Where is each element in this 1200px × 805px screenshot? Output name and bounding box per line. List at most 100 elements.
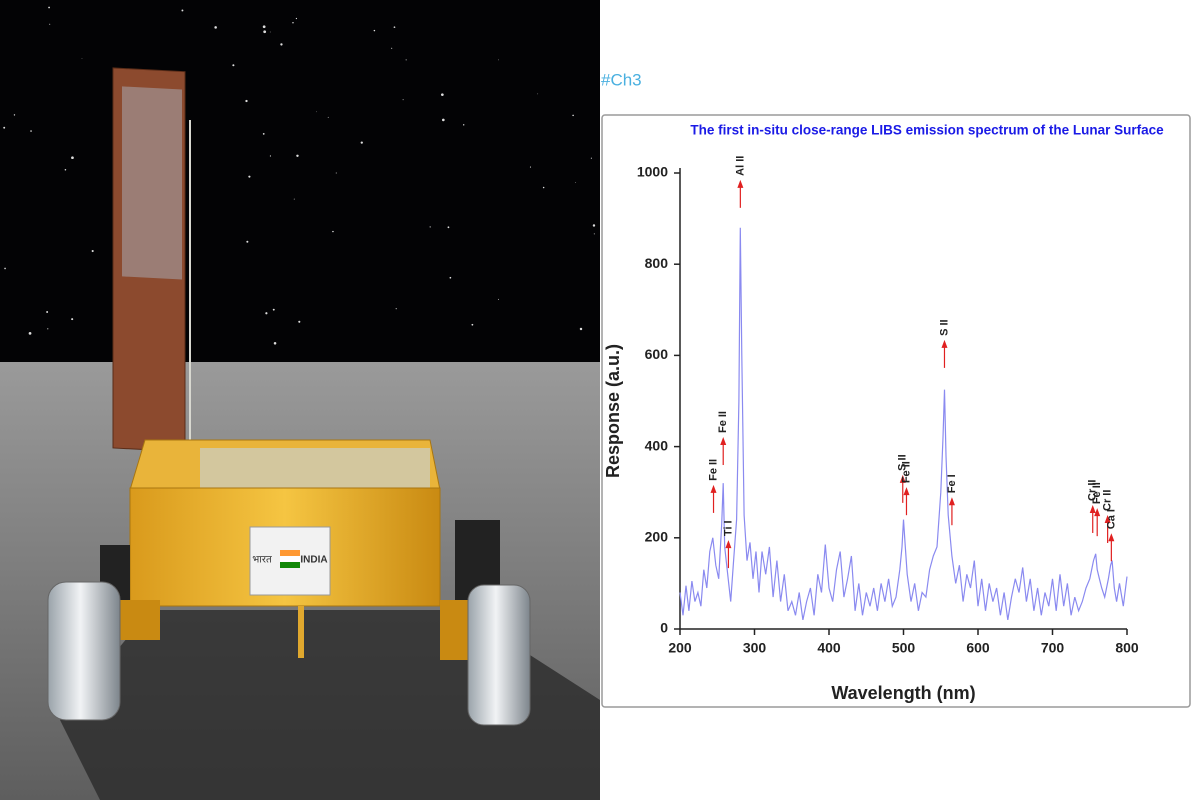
star — [295, 17, 298, 20]
annotation-arrowhead — [941, 339, 948, 348]
x-tick-label: 400 — [817, 640, 841, 656]
star — [542, 186, 545, 189]
star — [440, 93, 444, 97]
front-wheel-right — [467, 584, 531, 726]
star — [441, 118, 445, 122]
star — [497, 59, 499, 61]
annotation-label: Fe I — [946, 474, 958, 493]
star — [71, 156, 74, 160]
annotation-arrowhead — [948, 497, 955, 506]
star — [13, 114, 16, 116]
star — [537, 93, 539, 95]
chart-title: The first in-situ close-range LIBS emiss… — [690, 123, 1164, 138]
x-tick-label: 700 — [1041, 640, 1065, 656]
star — [269, 155, 272, 157]
front-wheel-left — [47, 581, 121, 721]
star — [263, 30, 267, 34]
star — [292, 22, 294, 24]
sky — [0, 0, 600, 365]
star — [64, 168, 67, 171]
annotation-arrowhead — [1104, 515, 1111, 523]
flag-green — [280, 562, 300, 568]
star — [48, 6, 50, 9]
x-axis-label: Wavelength (nm) — [831, 683, 975, 703]
spectrum-line — [679, 227, 1128, 621]
annotation-label: Fe II — [707, 459, 719, 481]
flag-white — [280, 556, 300, 562]
star — [265, 312, 268, 315]
y-tick-label: 0 — [660, 620, 668, 636]
y-tick-label: 800 — [645, 255, 669, 271]
star — [273, 342, 277, 345]
star — [449, 276, 452, 279]
flag-saffron — [280, 550, 300, 556]
star — [332, 230, 334, 233]
caption: #Ch3 — [601, 70, 642, 89]
rover-photo: भारत INDIA — [0, 0, 600, 800]
star — [405, 59, 407, 61]
star — [28, 332, 32, 335]
star — [529, 166, 532, 168]
star — [316, 111, 317, 113]
star — [590, 157, 592, 159]
star — [4, 267, 6, 270]
star — [47, 328, 49, 330]
star — [447, 226, 450, 229]
annotation-label: Ca I — [1105, 509, 1117, 529]
annotation-label: Ti I — [722, 520, 734, 536]
y-tick-label: 1000 — [637, 164, 668, 180]
star — [429, 226, 431, 228]
star — [575, 182, 577, 183]
star — [592, 224, 596, 227]
star — [327, 116, 329, 118]
star — [91, 249, 94, 253]
star — [71, 318, 74, 321]
star — [572, 114, 574, 117]
star — [393, 26, 396, 29]
x-tick-label: 800 — [1115, 640, 1139, 656]
annotation-label: Cr II — [1087, 480, 1099, 501]
star — [593, 233, 595, 235]
y-tick-label: 400 — [645, 437, 669, 453]
annotation-arrowhead — [1089, 504, 1096, 513]
annotation-arrowhead — [903, 487, 910, 496]
star — [373, 29, 376, 32]
annotation-label: S II — [897, 454, 909, 471]
y-tick-label: 600 — [645, 346, 669, 362]
star — [248, 175, 251, 178]
star — [30, 130, 32, 132]
annotation-arrowhead — [1108, 533, 1115, 542]
deck-plate — [200, 448, 430, 488]
leg — [298, 606, 304, 658]
y-axis-label: Response (a.u.) — [603, 344, 623, 478]
star — [262, 133, 265, 135]
annotation-label: Fe II — [900, 461, 912, 483]
annotation-label: S II — [938, 319, 950, 336]
x-tick-label: 500 — [892, 640, 916, 656]
star — [471, 323, 474, 326]
chart: The first in-situ close-range LIBS emiss… — [603, 123, 1164, 703]
x-tick-label: 300 — [743, 640, 767, 656]
star — [262, 25, 266, 29]
annotation-arrowhead — [737, 179, 744, 188]
star — [463, 124, 465, 126]
star — [214, 26, 217, 29]
solar-cells — [122, 86, 182, 280]
chart-frame — [601, 114, 1191, 708]
annotation-arrowhead — [710, 484, 717, 493]
star — [181, 9, 184, 12]
star — [497, 298, 499, 300]
star — [296, 154, 299, 158]
star — [360, 141, 363, 144]
annotation-arrowhead — [720, 437, 727, 446]
annotation-arrowhead — [725, 540, 732, 549]
badge-hindi: भारत — [252, 555, 272, 566]
x-tick-label: 600 — [966, 640, 990, 656]
star — [402, 99, 404, 101]
star — [245, 99, 248, 103]
annotation-label: Al II — [734, 156, 746, 176]
annotation-label: Fe II — [717, 411, 729, 433]
star — [293, 198, 295, 200]
